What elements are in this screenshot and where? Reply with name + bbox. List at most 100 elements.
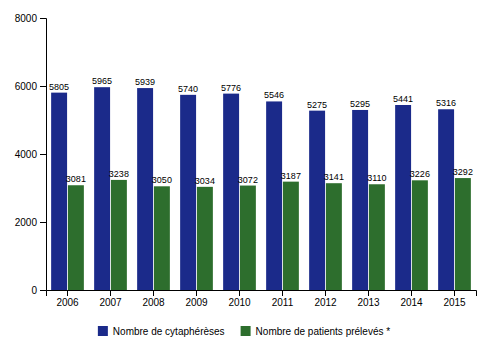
bar [455, 178, 471, 290]
tick-label: 0 [31, 285, 37, 296]
x-tick: 2007 [99, 290, 122, 308]
x-tick: 2014 [400, 290, 423, 308]
tick-label: 2008 [142, 297, 165, 308]
bar [266, 101, 282, 290]
x-tick: 2009 [185, 290, 208, 308]
x-tick: 2011 [272, 290, 294, 308]
tick-label: 2006 [56, 297, 79, 308]
tick-mark [40, 86, 46, 87]
tick-mark [239, 290, 240, 296]
data-label: 5316 [436, 98, 456, 108]
data-labels: 5805 5965 5939 5740 5776 5546 5275 5295 5441 5316… [49, 76, 473, 186]
legend-label: Nombre de patients prélevés * [256, 326, 391, 337]
y-tick: 0 [31, 285, 46, 296]
tick-mark [454, 290, 455, 296]
bar [352, 110, 368, 290]
x-tick: 2012 [314, 290, 337, 308]
tick-mark [40, 18, 46, 19]
legend-swatch [241, 326, 251, 336]
tick-mark [368, 290, 369, 296]
bars [51, 87, 471, 290]
tick-mark [40, 222, 46, 223]
y-axis: 0 2000 4000 6000 8000 [15, 13, 47, 296]
tick-label: 6000 [15, 81, 38, 92]
bar [197, 187, 213, 290]
y-tick: 8000 [15, 13, 46, 24]
tick-label: 2000 [15, 217, 38, 228]
data-label: 3226 [410, 169, 430, 179]
data-label: 5275 [307, 100, 327, 110]
tick-mark [153, 290, 154, 296]
bar [369, 184, 385, 290]
bar [137, 88, 153, 290]
data-label: 3292 [453, 167, 473, 177]
x-axis: 2006 2007 2008 2009 2010 2011 2012 2013 2014 2015 [47, 290, 477, 308]
data-label: 3034 [195, 176, 215, 186]
bar [326, 183, 342, 290]
bar [68, 185, 84, 290]
axis-line [47, 291, 477, 297]
data-label: 5776 [221, 83, 241, 93]
data-label: 5295 [350, 99, 370, 109]
tick-label: 2011 [272, 297, 294, 308]
x-tick: 2013 [357, 290, 380, 308]
chart: 5805 5965 5939 5740 5776 5546 5275 5295 5441 5316… [0, 0, 488, 348]
data-label: 3238 [109, 169, 129, 179]
tick-label: 2012 [314, 297, 337, 308]
bar [395, 105, 411, 290]
axis-line [40, 19, 47, 291]
tick-mark [110, 290, 111, 296]
tick-mark [282, 290, 283, 296]
legend-label: Nombre de cytaphérèses [113, 326, 225, 337]
data-label: 5546 [264, 90, 284, 100]
data-label: 3141 [324, 172, 344, 182]
y-tick: 4000 [15, 149, 46, 160]
data-label: 3081 [66, 174, 86, 184]
tick-label: 2013 [357, 297, 380, 308]
tick-mark [411, 290, 412, 296]
x-tick: 2015 [443, 290, 466, 308]
legend-item: Nombre de patients prélevés * [241, 326, 391, 337]
bar [51, 93, 67, 290]
tick-mark [325, 290, 326, 296]
bar [111, 180, 127, 290]
bar [412, 180, 428, 290]
x-tick: 2006 [56, 290, 79, 308]
data-label: 3110 [367, 173, 386, 183]
plot: 5805 5965 5939 5740 5776 5546 5275 5295 5441 5316… [15, 13, 477, 308]
data-label: 3050 [152, 175, 172, 185]
data-label: 5939 [135, 77, 155, 87]
y-tick: 2000 [15, 217, 46, 228]
tick-label: 8000 [15, 13, 38, 24]
tick-label: 4000 [15, 149, 38, 160]
tick-label: 2014 [400, 297, 423, 308]
tick-label: 2010 [228, 297, 251, 308]
bar [240, 186, 256, 290]
bar [154, 186, 170, 290]
tick-label: 2015 [443, 297, 466, 308]
bar [309, 111, 325, 290]
tick-mark [196, 290, 197, 296]
tick-label: 2009 [185, 297, 208, 308]
legend: Nombre de cytaphérèses Nombre de patients… [98, 326, 390, 337]
data-label: 5740 [178, 84, 198, 94]
bar [223, 94, 239, 290]
legend-swatch [98, 326, 108, 336]
y-tick: 6000 [15, 81, 46, 92]
tick-mark [40, 154, 46, 155]
tick-label: 2007 [99, 297, 122, 308]
tick-mark [40, 290, 46, 291]
data-label: 5805 [49, 82, 69, 92]
x-tick: 2010 [228, 290, 251, 308]
bar [438, 109, 454, 290]
data-label: 5965 [92, 76, 112, 86]
legend-item: Nombre de cytaphérèses [98, 326, 225, 337]
tick-mark [67, 290, 68, 296]
bar [283, 182, 299, 290]
bar [180, 95, 196, 290]
data-label: 3187 [281, 171, 301, 181]
data-label: 5441 [393, 94, 413, 104]
x-tick: 2008 [142, 290, 165, 308]
data-label: 3072 [238, 175, 258, 185]
bar [94, 87, 110, 290]
